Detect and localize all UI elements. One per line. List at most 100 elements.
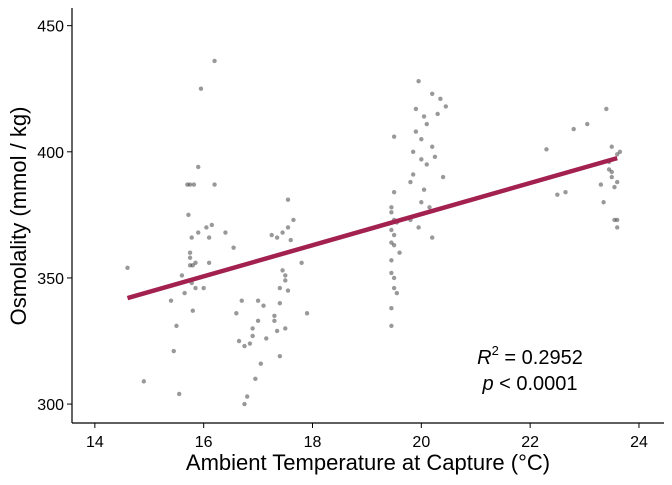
data-point bbox=[253, 376, 258, 382]
data-point bbox=[255, 298, 261, 303]
data-point bbox=[201, 285, 206, 291]
x-tick-label: 24 bbox=[630, 434, 648, 451]
data-point bbox=[182, 290, 187, 296]
data-point bbox=[598, 182, 604, 187]
data-point bbox=[430, 235, 435, 240]
data-point bbox=[424, 162, 429, 167]
data-point bbox=[280, 230, 285, 235]
data-point bbox=[391, 242, 397, 248]
data-point bbox=[397, 250, 402, 255]
data-point bbox=[615, 225, 620, 230]
data-point bbox=[419, 200, 424, 205]
data-point bbox=[250, 333, 255, 339]
data-point bbox=[168, 298, 174, 303]
data-point bbox=[391, 232, 397, 238]
data-point bbox=[391, 189, 397, 195]
data-point bbox=[196, 230, 201, 235]
data-point bbox=[612, 184, 617, 190]
data-point bbox=[206, 235, 212, 240]
regression-line bbox=[126, 155, 618, 301]
x-axis-title: Ambient Temperature at Capture (°C) bbox=[186, 450, 550, 475]
data-point bbox=[609, 144, 614, 149]
data-point bbox=[419, 136, 424, 142]
y-tick-label: 400 bbox=[37, 145, 64, 162]
data-point bbox=[421, 187, 427, 192]
data-point bbox=[187, 182, 193, 187]
data-point bbox=[391, 275, 397, 281]
data-point bbox=[617, 149, 623, 154]
data-point bbox=[174, 323, 179, 329]
data-point bbox=[283, 326, 288, 331]
data-point bbox=[176, 391, 182, 397]
data-point bbox=[171, 348, 176, 354]
data-point bbox=[186, 212, 191, 218]
data-point bbox=[245, 394, 250, 399]
data-point bbox=[258, 361, 264, 366]
data-point bbox=[280, 268, 285, 273]
y-axis-title: Osmolality (mmol / kg) bbox=[6, 107, 31, 326]
x-tick-label: 16 bbox=[195, 434, 213, 451]
data-point bbox=[601, 200, 606, 205]
data-point bbox=[212, 58, 217, 64]
p-symbol: p bbox=[481, 373, 493, 395]
y-tick-label: 450 bbox=[37, 19, 64, 36]
data-point bbox=[435, 111, 440, 117]
data-point bbox=[394, 290, 400, 296]
data-point bbox=[190, 308, 195, 313]
data-point bbox=[223, 230, 228, 235]
r2-value: = 0.2952 bbox=[499, 347, 583, 369]
data-point bbox=[206, 260, 212, 266]
data-point bbox=[430, 91, 435, 96]
r2-exponent: 2 bbox=[492, 343, 499, 358]
data-point bbox=[193, 285, 198, 291]
y-tick-label: 350 bbox=[37, 271, 64, 288]
data-point bbox=[212, 182, 217, 187]
data-point bbox=[419, 157, 424, 162]
data-point bbox=[239, 298, 244, 303]
data-point bbox=[209, 222, 215, 228]
data-point bbox=[277, 353, 283, 359]
data-point bbox=[389, 323, 394, 329]
data-point bbox=[443, 104, 449, 109]
data-point bbox=[413, 129, 419, 134]
data-point bbox=[236, 338, 242, 344]
data-point bbox=[247, 341, 253, 346]
data-point bbox=[585, 121, 590, 127]
data-point bbox=[179, 273, 185, 278]
data-point bbox=[288, 237, 293, 243]
data-point bbox=[609, 169, 614, 175]
data-point bbox=[389, 306, 394, 311]
data-point bbox=[269, 232, 274, 238]
y-tick-label: 300 bbox=[37, 397, 64, 414]
x-tick-label: 20 bbox=[412, 434, 430, 451]
data-point bbox=[304, 311, 310, 316]
data-point bbox=[544, 147, 549, 152]
data-point bbox=[191, 182, 197, 187]
data-point bbox=[141, 379, 147, 384]
data-point bbox=[189, 235, 194, 240]
data-point bbox=[291, 217, 296, 223]
data-point bbox=[555, 192, 560, 197]
data-point bbox=[427, 205, 432, 210]
data-point bbox=[416, 225, 421, 230]
data-point bbox=[242, 401, 247, 407]
data-point bbox=[432, 154, 438, 160]
data-point bbox=[408, 179, 413, 185]
data-point bbox=[410, 172, 416, 177]
data-point bbox=[421, 114, 427, 119]
data-point bbox=[272, 318, 277, 324]
x-tick-label: 22 bbox=[521, 434, 539, 451]
data-point bbox=[193, 260, 198, 266]
data-point bbox=[274, 328, 280, 334]
data-point bbox=[391, 134, 397, 139]
data-point bbox=[255, 318, 261, 324]
data-point bbox=[285, 288, 291, 293]
p-value: < 0.0001 bbox=[494, 373, 578, 395]
data-point bbox=[285, 225, 291, 230]
data-point bbox=[196, 164, 201, 170]
data-point bbox=[430, 144, 435, 149]
data-point bbox=[563, 189, 568, 195]
data-point bbox=[389, 210, 394, 215]
